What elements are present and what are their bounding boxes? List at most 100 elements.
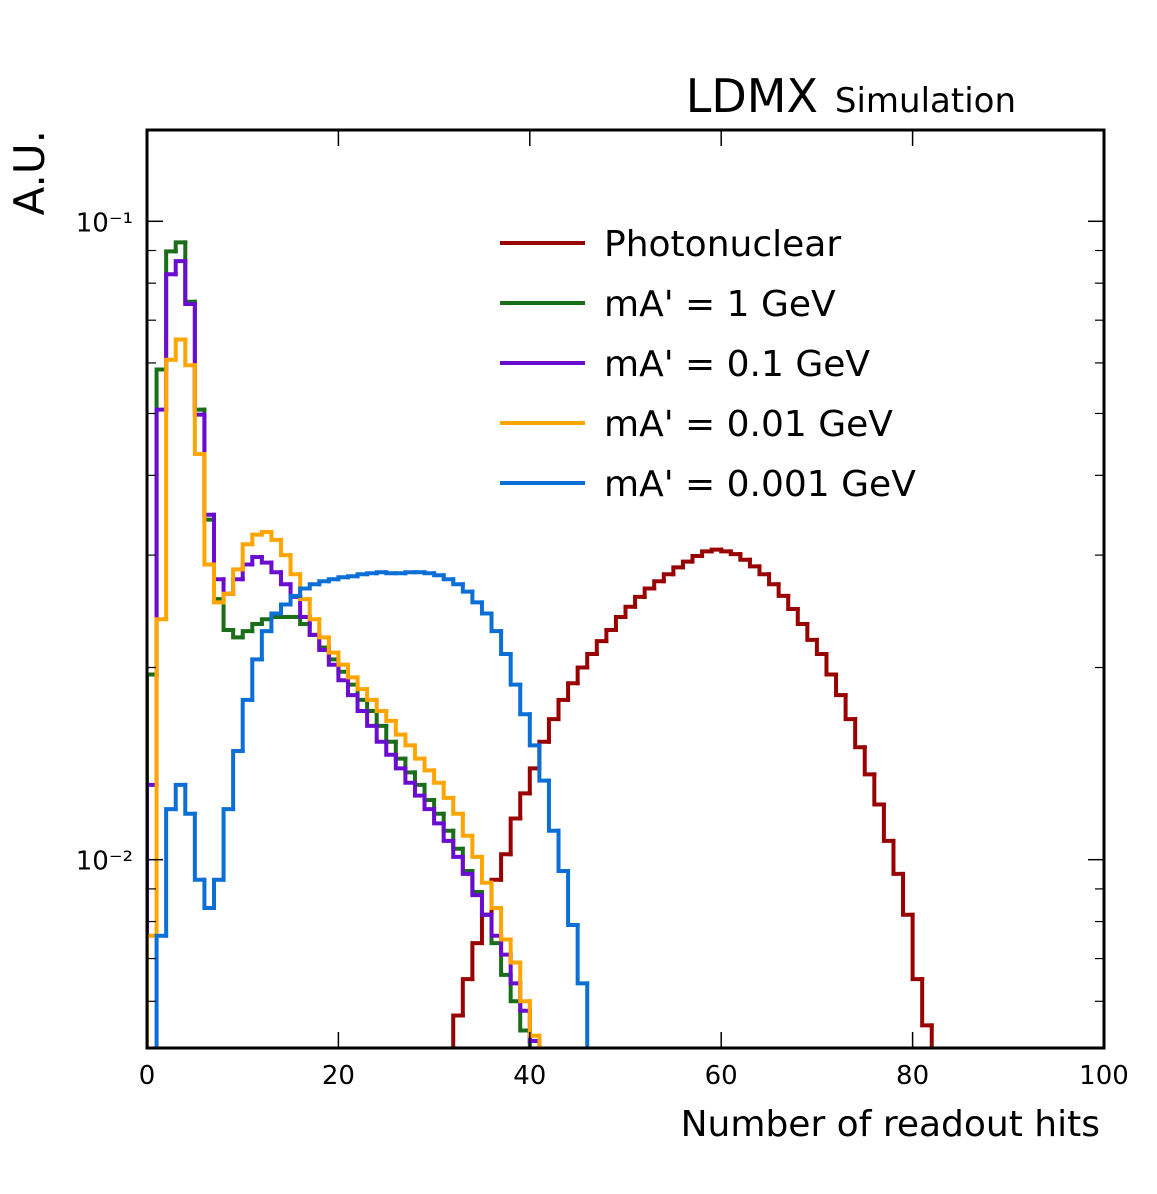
- histogram-step: [585, 981, 590, 1048]
- histogram-step: [192, 363, 207, 456]
- x-tick-label: 80: [896, 1061, 929, 1091]
- histogram-step: [173, 240, 188, 254]
- y-tick-label: 10⁻²: [76, 847, 133, 877]
- series: [451, 547, 934, 1048]
- histogram-step: [374, 697, 389, 713]
- histogram-step: [412, 743, 427, 761]
- histogram-step: [384, 708, 398, 723]
- histogram-step: [460, 854, 475, 876]
- histogram-step: [221, 597, 236, 632]
- histogram-step: [422, 793, 437, 812]
- histogram-step: [336, 575, 350, 582]
- histogram-step: [365, 571, 379, 577]
- histogram-step: [479, 893, 494, 917]
- histogram-step: [250, 657, 264, 702]
- series: [147, 337, 542, 1048]
- histogram-step: [814, 637, 829, 656]
- histogram-step: [700, 549, 714, 559]
- histogram-step: [422, 756, 437, 773]
- histogram-step: [345, 574, 360, 580]
- histogram-step: [652, 579, 666, 591]
- histogram-step: [307, 597, 322, 622]
- histogram-step: [460, 811, 475, 838]
- histogram-step: [776, 582, 791, 598]
- histogram-step: [499, 852, 513, 882]
- legend-label: mA' = 0.001 GeV: [604, 464, 916, 505]
- histogram-step: [147, 672, 159, 1048]
- series: [154, 570, 590, 1048]
- legend-label: mA' = 0.01 GeV: [604, 404, 893, 445]
- histogram-step: [173, 337, 188, 362]
- histogram-step: [518, 682, 532, 717]
- x-tick-label: 0: [139, 1061, 156, 1091]
- histogram-step: [336, 650, 350, 667]
- histogram-step: [355, 675, 370, 692]
- histogram-step: [843, 693, 858, 722]
- histogram-step: [374, 570, 389, 576]
- histogram-step: [278, 570, 293, 587]
- histogram-step: [147, 782, 159, 1048]
- legend-label: mA' = 0.1 GeV: [604, 344, 870, 385]
- histogram-step: [527, 766, 542, 796]
- histogram-step: [326, 635, 341, 655]
- histogram-step: [470, 833, 484, 859]
- histogram-step: [250, 532, 264, 547]
- histogram-step: [891, 838, 906, 876]
- histogram-step: [853, 717, 867, 750]
- histogram-step: [566, 681, 580, 702]
- histogram-step: [613, 614, 628, 632]
- histogram-step: [231, 627, 245, 640]
- histogram-step: [633, 594, 647, 609]
- histogram-step: [173, 782, 188, 812]
- histogram-step: [432, 807, 446, 826]
- histogram-step: [805, 621, 819, 642]
- histogram-step: [489, 880, 504, 911]
- histogram-step: [901, 871, 915, 917]
- histogram-step: [326, 648, 341, 667]
- histogram-step: [154, 617, 169, 938]
- histogram-step: [317, 617, 331, 640]
- histogram-step: [623, 604, 638, 619]
- plot-frame: [145, 128, 1106, 1050]
- x-axis-label: Number of readout hits: [681, 1104, 1100, 1145]
- histogram-step: [147, 933, 159, 1048]
- histogram-step: [451, 838, 465, 859]
- histogram-step: [422, 570, 437, 576]
- y-axis-label: A.U.: [5, 130, 54, 215]
- histogram-step: [365, 687, 379, 702]
- histogram-step: [298, 586, 312, 598]
- histogram-step: [211, 562, 226, 605]
- histogram-step: [929, 1023, 934, 1048]
- histogram-step: [441, 821, 456, 843]
- histogram-step: [183, 782, 197, 816]
- histogram-step: [862, 745, 877, 777]
- histogram-step: [355, 572, 370, 579]
- histogram-step: [384, 739, 398, 757]
- histogram-step: [259, 530, 274, 537]
- histogram-step: [211, 877, 226, 911]
- histogram-step: [824, 651, 839, 677]
- histogram-step: [412, 780, 427, 798]
- histogram-step: [489, 912, 504, 938]
- histogram-step: [709, 547, 724, 554]
- histogram-step: [221, 591, 236, 605]
- histogram-step: [298, 614, 312, 626]
- histogram-step: [728, 549, 743, 557]
- histogram-step: [403, 766, 417, 785]
- histogram-step: [240, 542, 255, 572]
- histogram-step: [795, 606, 810, 626]
- histogram-step: [441, 573, 456, 582]
- histogram-step: [575, 923, 590, 986]
- histogram-step: [183, 337, 197, 368]
- histogram-step: [508, 651, 523, 687]
- histogram-step: [345, 662, 360, 680]
- x-tick-label: 40: [513, 1061, 546, 1091]
- histogram-step: [738, 552, 752, 562]
- histogram-step: [556, 697, 571, 722]
- histogram-step: [164, 807, 178, 938]
- histogram-step: [250, 621, 264, 634]
- histogram-step: [374, 723, 389, 744]
- legend-label: mA' = 1 GeV: [604, 284, 836, 325]
- histogram-step: [518, 960, 532, 1004]
